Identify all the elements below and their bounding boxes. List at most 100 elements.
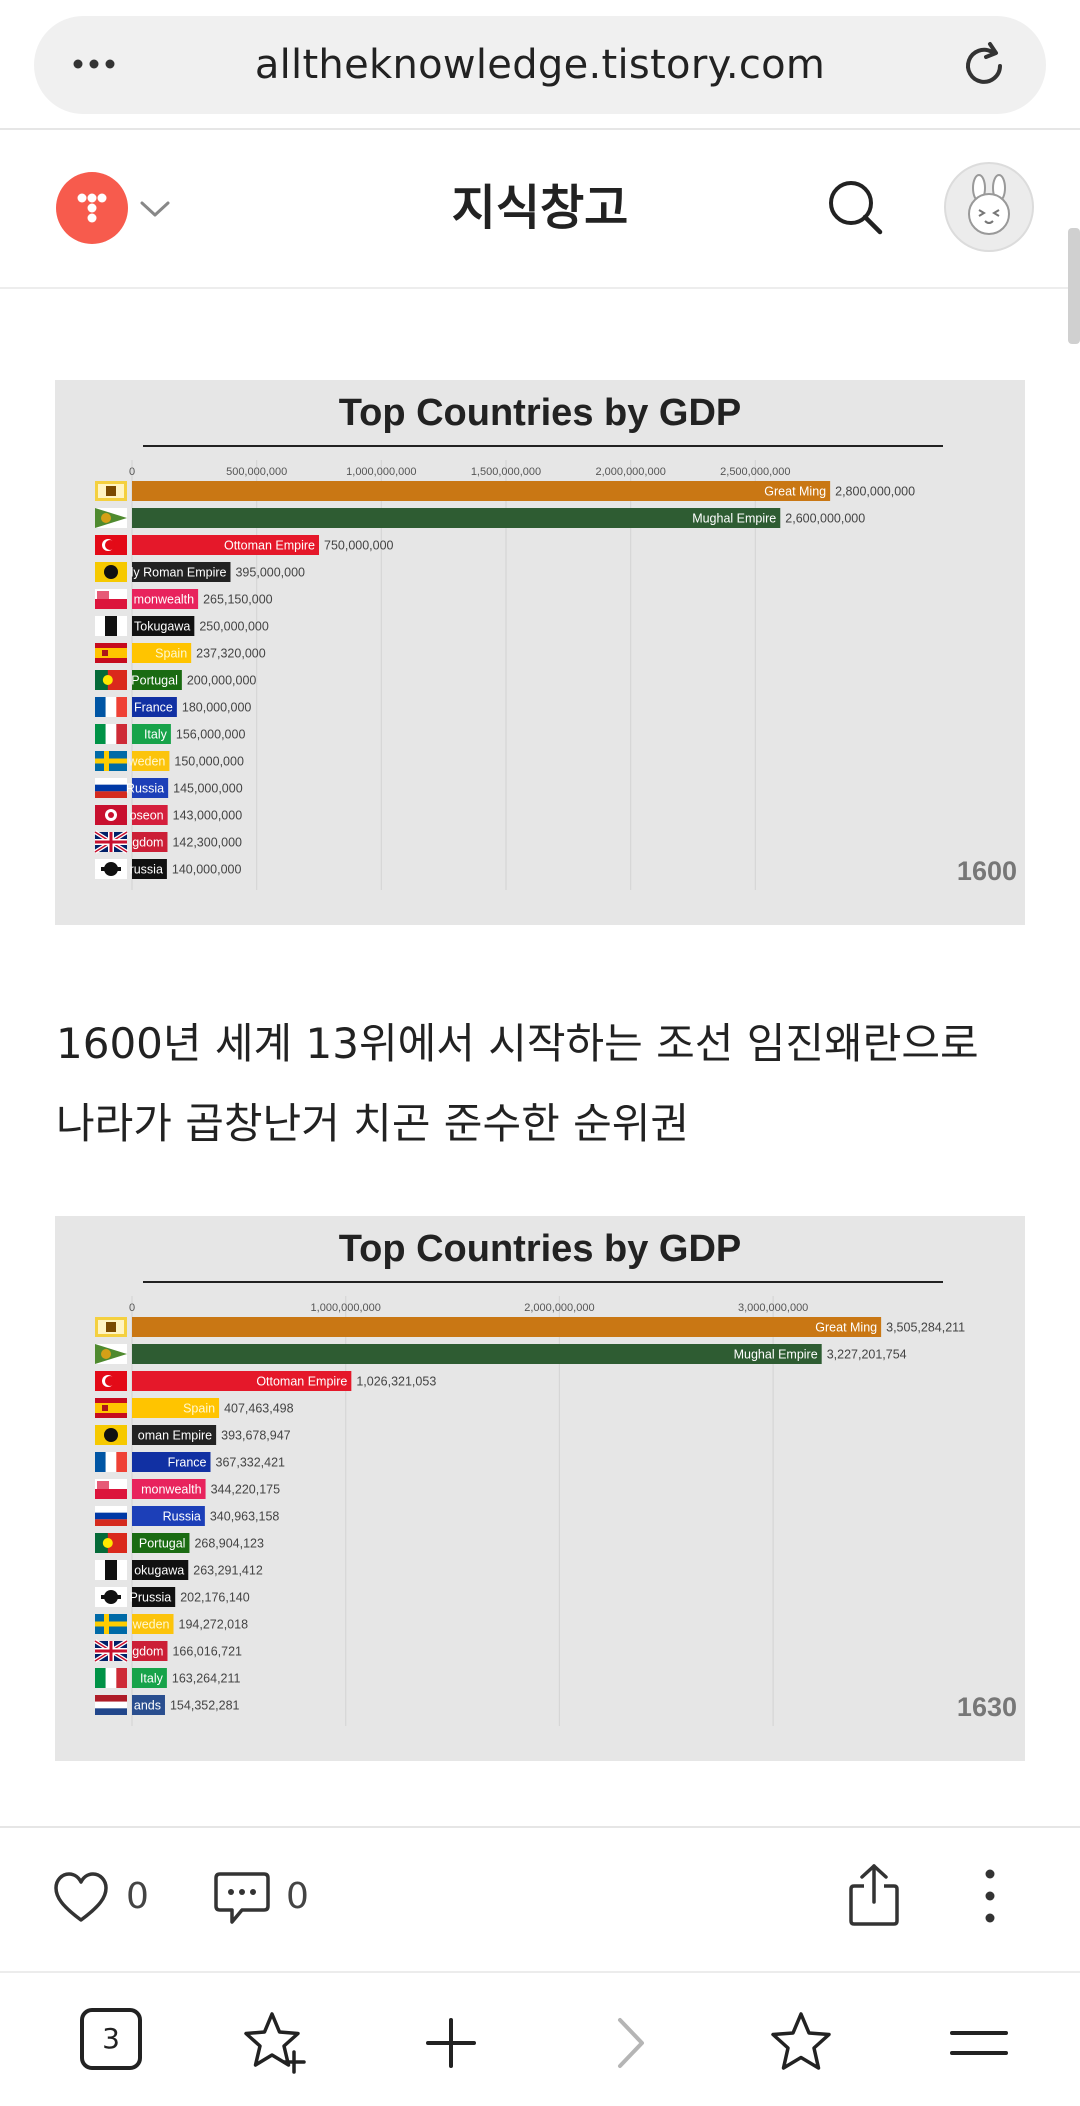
bar-row: russia 140,000,000 [95,859,241,879]
scrollbar-thumb[interactable] [1068,228,1080,344]
comment-icon[interactable] [212,1870,272,1928]
bar [132,1506,205,1526]
bar-label: weden [128,755,166,769]
flag-part [105,616,117,636]
bar [132,1425,217,1445]
chart-title: Top Countries by GDP [339,392,742,434]
bar-label: oseon [130,809,164,823]
star-plus-icon[interactable] [240,2008,310,2078]
flag-part [116,724,127,744]
flag-part [106,486,116,496]
post-paragraph: 1600년 세계 13위에서 시작하는 조선 임진왜란으로 나라가 곱창난거 치… [56,1004,1036,1164]
bar [132,616,195,636]
value-label: 344,220,175 [211,1483,281,1497]
bar-row: Spain 407,463,498 [95,1398,294,1418]
flag-part [102,1538,113,1548]
bar-row: gdom 142,300,000 [93,830,242,854]
bar-label: Mughal Empire [734,1348,818,1362]
bar [132,805,168,825]
plus-icon[interactable] [416,2008,486,2078]
gdp-chart-image-1630[interactable]: Top Countries by GDP 0 1,000,000,000 2,000,… [55,1216,1025,1761]
value-label: 237,320,000 [196,647,266,661]
tab-count-button[interactable]: 3 [80,2008,142,2070]
bar-label: Italy [144,728,168,742]
bar-row: weden 194,272,018 [95,1614,248,1634]
bar-row: Prussia 202,176,140 [95,1587,250,1607]
flag-part [95,784,127,792]
tick-label: 0 [129,1302,135,1314]
share-icon[interactable] [846,1862,902,1928]
address-bar[interactable]: alltheknowledge.tistory.com [34,16,1046,114]
value-label: 154,352,281 [170,1699,240,1713]
reload-icon[interactable] [956,38,1012,94]
flag-part [95,1695,127,1702]
bar-row: Mughal Empire 2,600,000,000 [95,508,865,528]
bar [132,724,171,744]
value-label: 156,000,000 [176,728,246,742]
flag-part [102,650,108,656]
bar [132,1668,167,1688]
flag-part [106,1322,116,1332]
bar-row: Portugal 200,000,000 [95,670,256,690]
flag-part [95,778,127,785]
bar [132,832,168,852]
flag-part [105,1668,117,1688]
tick-label: 3,000,000,000 [738,1302,808,1314]
chevron-down-icon[interactable] [138,196,172,222]
chevron-right-icon[interactable] [594,2008,664,2078]
flag-part [95,1519,127,1526]
flag-part [105,1560,117,1580]
value-label: 250,000,000 [199,620,269,634]
avatar[interactable] [944,162,1034,252]
bar [132,1641,168,1661]
bar-label: Tokugawa [134,620,190,634]
flag-part [102,675,113,685]
more-vertical-icon[interactable] [976,1866,1004,1926]
bar-label: Russia [126,782,164,796]
bar [132,481,831,501]
bar-row: Spain 237,320,000 [95,643,266,663]
value-label: 3,505,284,211 [886,1321,965,1335]
bar-label: Great Ming [764,485,826,499]
bar-row: Russia 340,963,158 [95,1506,279,1526]
tistory-logo[interactable] [56,172,128,244]
bar-row: ands 154,352,281 [95,1695,240,1715]
bar-label: monwealth [134,593,194,607]
flag-part [101,1349,111,1359]
flag-part [95,670,108,690]
bar-label: monwealth [141,1483,201,1497]
heart-icon[interactable] [52,1870,110,1924]
flag-part [105,724,117,744]
year-label: 1630 [957,1692,1017,1722]
flag-part [95,1533,108,1553]
bar-row: Tokugawa 250,000,000 [95,616,269,636]
tick-label: 2,000,000,000 [524,1302,594,1314]
url-text[interactable]: alltheknowledge.tistory.com [254,42,826,88]
flag-part [95,1489,127,1499]
blog-title[interactable]: 지식창고 [451,180,629,236]
flag-part [108,812,114,818]
bar [132,751,170,771]
value-label: 166,016,721 [172,1645,242,1659]
bar-row: oseon 143,000,000 [95,805,242,825]
flag-part [104,565,118,579]
gdp-chart-image-1600[interactable]: Top Countries by GDP 0 500,000,000 1,000,00… [55,380,1025,925]
hamburger-icon[interactable] [944,2008,1014,2078]
bar-row: Italy 156,000,000 [95,724,245,744]
value-label: 367,332,421 [216,1456,286,1470]
bar-row: France 180,000,000 [95,697,251,717]
tick-label: 1,500,000,000 [471,466,541,478]
star-icon[interactable] [766,2008,836,2078]
bar-label: oman Empire [138,1429,212,1443]
tick-label: 2,500,000,000 [720,466,790,478]
bar-label: Italy [140,1672,164,1686]
flag-part [105,540,115,550]
value-label: 143,000,000 [173,809,243,823]
bar-row: monwealth 344,220,175 [95,1479,280,1499]
value-label: 265,150,000 [203,593,273,607]
bar-label: France [134,701,173,715]
flag-part [95,697,106,717]
more-dots-icon[interactable] [64,34,124,94]
search-icon[interactable] [824,176,886,238]
bar [132,1371,352,1391]
